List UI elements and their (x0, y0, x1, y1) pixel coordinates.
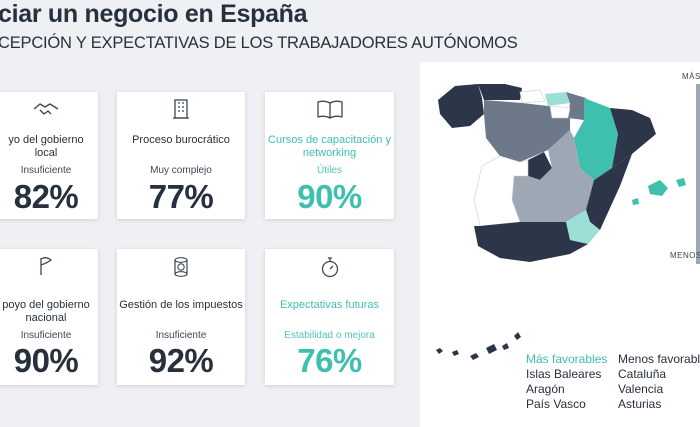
card-value: 90% (13, 342, 79, 379)
card-value: 82% (13, 178, 79, 215)
region-castilla-mancha (512, 130, 594, 222)
region-extremadura (473, 155, 529, 227)
legend-item: Valencia (618, 382, 664, 396)
card-status: Muy complejo (150, 165, 212, 176)
region-galicia (438, 84, 484, 128)
page-subtitle: CEPCIÓN Y EXPECTATIVAS DE LOS TRABAJADOR… (0, 34, 518, 52)
scale-label-low: MENOS (670, 251, 700, 260)
legend-item: Islas Baleares (526, 367, 602, 381)
card-title: Cursos de capacitación y networking (268, 134, 391, 159)
region-asturias (478, 84, 522, 100)
region-islas-baleares (648, 180, 668, 196)
building-icon (117, 98, 245, 120)
coins-icon (117, 255, 245, 277)
card-status: Insuficiente (20, 165, 72, 176)
card-local-government: yo del gobierno local Insuficiente 82% (0, 92, 98, 219)
legend-favorable: Más favorables Islas Baleares Aragón Paí… (526, 352, 607, 412)
book-icon (265, 98, 394, 120)
stopwatch-icon (265, 255, 394, 278)
card-title: Expectativas futuras (279, 299, 380, 311)
legend-item: Aragón (526, 382, 565, 396)
region-ibiza (632, 198, 639, 205)
card-value: 92% (148, 342, 214, 379)
legend-item: País Vasco (526, 397, 586, 411)
region-madrid (528, 152, 552, 180)
region-castilla-leon (484, 100, 570, 162)
flag-icon (0, 255, 98, 277)
legend-item: Asturias (618, 397, 662, 411)
legend-unfavorable: Menos favorabl Cataluña Valencia Asturia… (618, 352, 700, 412)
page-title: ciar un negocio en España (0, 0, 308, 28)
card-title: poyo del gobierno nacional (2, 299, 90, 324)
scale-bar (696, 84, 700, 264)
region-andalucia (474, 222, 588, 262)
card-value: 76% (297, 342, 362, 379)
card-title: Proceso burocrático (132, 134, 230, 146)
region-murcia (566, 210, 600, 244)
card-status: Insuficiente (20, 330, 72, 341)
legend-item: Cataluña (618, 367, 667, 381)
card-value: 77% (148, 178, 214, 215)
card-tax-management: Gestión de los impuestos Insuficiente 92… (117, 249, 245, 385)
region-navarra (566, 92, 586, 120)
region-cantabria (519, 89, 546, 104)
scale-label-high: MÁS (682, 72, 700, 81)
card-training-courses: Cursos de capacitación y networking Útil… (265, 92, 394, 219)
card-status: Útiles (316, 165, 342, 176)
region-cataluna (610, 108, 656, 168)
region-pais-vasco (545, 92, 570, 106)
card-future-expectations: Expectativas futuras Estabilidad o mejor… (265, 249, 394, 385)
handshake-icon (0, 98, 98, 120)
card-status: Estabilidad o mejora (284, 330, 375, 341)
region-canarias (436, 332, 521, 360)
card-national-government: poyo del gobierno nacional Insuficiente … (0, 249, 98, 385)
region-valencia (586, 154, 632, 230)
region-la-rioja (549, 105, 571, 119)
card-title: Gestión de los impuestos (119, 299, 243, 311)
card-title: yo del gobierno local (8, 134, 84, 159)
legend-favorable-title: Más favorables (526, 352, 608, 366)
card-bureaucratic-process: Proceso burocrático Muy complejo 77% (117, 92, 245, 219)
region-aragon (574, 98, 618, 180)
card-value: 90% (297, 178, 362, 215)
card-status: Insuficiente (155, 330, 207, 341)
legend-unfavorable-title: Menos favorabl (618, 352, 700, 366)
region-menorca (676, 178, 686, 187)
